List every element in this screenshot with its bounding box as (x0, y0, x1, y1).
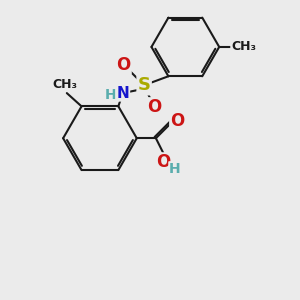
Text: O: O (147, 98, 161, 116)
Text: O: O (156, 153, 170, 171)
Text: O: O (170, 112, 184, 130)
Text: H: H (169, 162, 181, 176)
Text: S: S (138, 76, 151, 94)
Text: CH₃: CH₃ (53, 78, 78, 91)
Text: N: N (116, 85, 129, 100)
Text: CH₃: CH₃ (231, 40, 256, 53)
Text: H: H (105, 88, 117, 102)
Text: O: O (116, 56, 130, 74)
